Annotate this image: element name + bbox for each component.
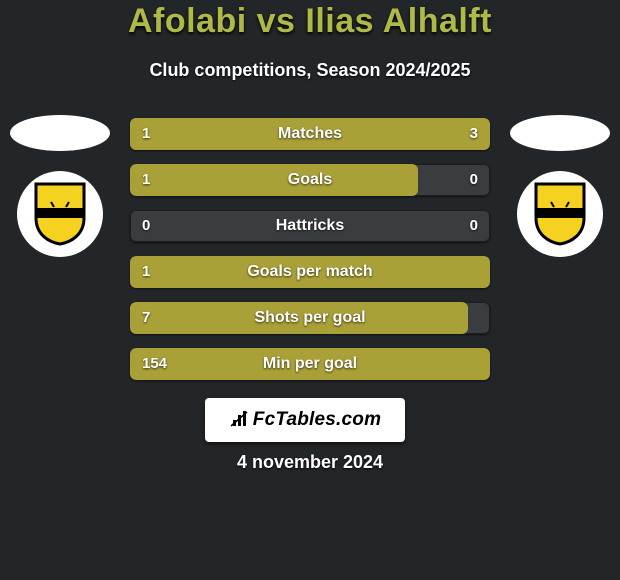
- stat-row: 7 Shots per goal: [130, 302, 490, 334]
- brand-bars-icon: [229, 410, 249, 433]
- page-title: Afolabi vs Ilias Alhalft: [0, 2, 620, 41]
- stat-row: 154 Min per goal: [130, 348, 490, 380]
- right-club-badge: [517, 171, 603, 257]
- left-flag-icon: [10, 115, 110, 151]
- stat-row: 1 3 Matches: [130, 118, 490, 150]
- stat-row: 1 Goals per match: [130, 256, 490, 288]
- stat-row: 1 0 Goals: [130, 164, 490, 196]
- right-player-side: [510, 115, 610, 257]
- stat-label: Hattricks: [130, 210, 490, 242]
- left-club-shield-icon: [32, 182, 88, 246]
- stats-container: 1 3 Matches 1 0 Goals 0 0 Hattricks 1 Go…: [110, 118, 510, 394]
- stat-label: Min per goal: [130, 348, 490, 380]
- left-club-badge: [17, 171, 103, 257]
- stat-row: 0 0 Hattricks: [130, 210, 490, 242]
- stat-label: Goals: [130, 164, 490, 196]
- stat-label: Matches: [130, 118, 490, 150]
- brand-link[interactable]: FcTables.com: [205, 398, 405, 442]
- right-club-shield-icon: [532, 182, 588, 246]
- right-flag-icon: [510, 115, 610, 151]
- footer-date: 4 november 2024: [0, 452, 620, 473]
- comparison-card: Afolabi vs Ilias Alhalft Club competitio…: [0, 0, 620, 580]
- stat-label: Shots per goal: [130, 302, 490, 334]
- left-player-side: [10, 115, 110, 257]
- page-subtitle: Club competitions, Season 2024/2025: [0, 60, 620, 81]
- brand-text: FcTables.com: [253, 409, 381, 431]
- stat-label: Goals per match: [130, 256, 490, 288]
